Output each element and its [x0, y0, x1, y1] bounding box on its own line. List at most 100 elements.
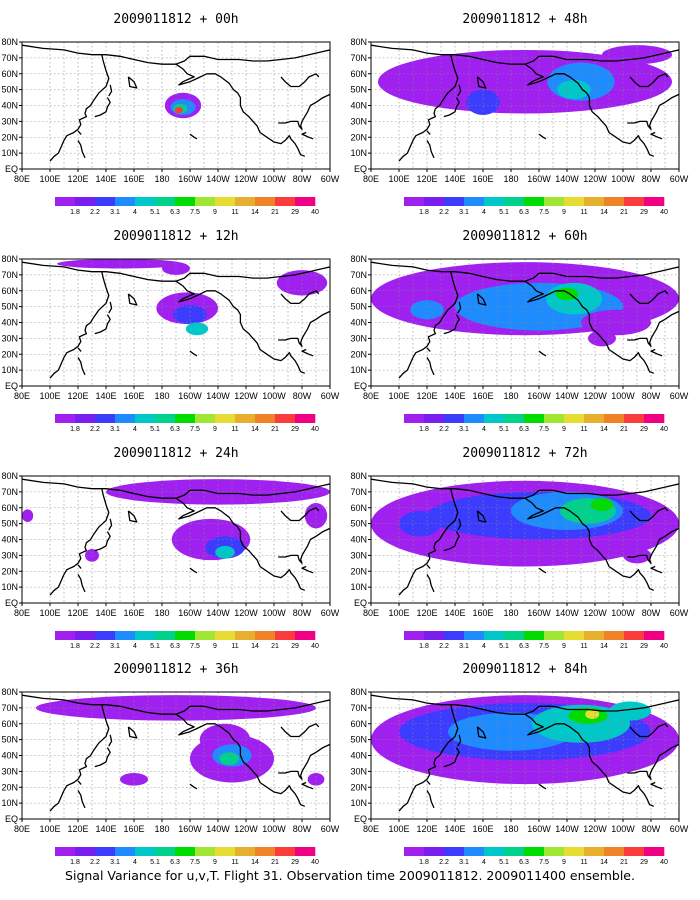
- panel-title: 2009011812 + 84h: [462, 662, 587, 677]
- y-tick-label: 20N: [350, 782, 367, 792]
- coastline: [189, 133, 198, 140]
- coastline: [371, 44, 525, 65]
- x-tick-label: 80W: [642, 824, 661, 834]
- x-tick-label: 140W: [206, 608, 230, 618]
- x-tick-label: 140E: [95, 391, 116, 401]
- y-tick-label: 20N: [1, 132, 18, 142]
- coastline: [127, 76, 138, 89]
- x-tick-label: 80E: [14, 391, 30, 401]
- coastline: [94, 314, 111, 335]
- coastline: [650, 131, 663, 140]
- x-tick-label: 100E: [39, 391, 60, 401]
- colorbar-label: 6.3: [170, 426, 180, 433]
- x-tick-label: 80W: [293, 824, 312, 834]
- x-tick-label: 140E: [95, 174, 116, 184]
- coastline: [627, 93, 679, 130]
- colorbar-label: 7.5: [190, 426, 200, 433]
- y-tick-label: 30N: [1, 766, 18, 776]
- colorbar-label: 1.8: [419, 426, 429, 433]
- x-tick-label: 120E: [416, 391, 437, 401]
- variance-contour-fill: [307, 772, 325, 786]
- colorbar-label: 14: [600, 643, 608, 650]
- colorbar-swatch: [235, 847, 256, 856]
- colorbar-swatch: [135, 847, 156, 856]
- coastline: [77, 357, 86, 376]
- panel-title: 2009011812 + 72h: [462, 446, 587, 461]
- y-tick-label: 50N: [350, 735, 367, 745]
- colorbar-swatch: [624, 197, 645, 206]
- colorbar-swatch: [564, 631, 585, 640]
- x-tick-label: 160E: [123, 608, 144, 618]
- coastline: [189, 783, 198, 790]
- colorbar-label: 21: [271, 643, 279, 650]
- colorbar-label: 5.1: [499, 859, 509, 866]
- y-tick-label: EQ: [354, 381, 367, 391]
- colorbar-swatch: [195, 847, 216, 856]
- coastline: [127, 510, 138, 523]
- coastline: [524, 497, 655, 591]
- variance-contour-fill: [557, 80, 591, 100]
- colorbar-label: 14: [600, 859, 608, 866]
- coastline: [524, 713, 655, 807]
- y-tick-label: 80N: [1, 37, 18, 47]
- y-tick-label: 20N: [1, 349, 18, 359]
- coastline: [22, 44, 176, 65]
- coastline: [280, 73, 320, 88]
- x-tick-label: 80W: [642, 174, 661, 184]
- coastline: [426, 790, 435, 809]
- colorbar-label: 29: [640, 859, 648, 866]
- coastline: [371, 261, 525, 282]
- colorbar-swatch: [444, 197, 465, 206]
- coastline: [77, 574, 86, 593]
- x-tick-label: 60W: [670, 824, 689, 834]
- colorbar-label: 2.2: [439, 859, 449, 866]
- x-tick-label: 140E: [95, 608, 116, 618]
- coastline: [175, 266, 330, 282]
- coastline: [49, 271, 110, 379]
- colorbar-swatch: [524, 847, 545, 856]
- coastline: [443, 531, 460, 552]
- coastline: [524, 63, 655, 157]
- variance-contour-fill: [120, 772, 148, 786]
- x-tick-label: 120W: [234, 608, 258, 618]
- x-tick-label: 140W: [555, 391, 579, 401]
- coastline: [443, 747, 460, 768]
- y-tick-label: 80N: [1, 471, 18, 481]
- y-tick-label: 10N: [350, 798, 367, 808]
- colorbar-swatch: [95, 197, 116, 206]
- y-tick-label: 60N: [1, 286, 18, 296]
- coastline: [301, 781, 314, 790]
- y-tick-label: 40N: [1, 751, 18, 761]
- x-tick-label: 120W: [583, 391, 607, 401]
- coastline: [49, 488, 110, 596]
- coastline: [301, 565, 314, 574]
- coastline: [538, 133, 547, 140]
- x-tick-label: 140W: [555, 174, 579, 184]
- x-tick-label: 140E: [444, 391, 465, 401]
- colorbar-label: 5.1: [150, 643, 160, 650]
- colorbar-label: 11: [580, 859, 587, 866]
- x-tick-label: 160W: [527, 608, 551, 618]
- colorbar-swatch: [464, 414, 485, 423]
- colorbar-label: 6.3: [170, 859, 180, 866]
- y-tick-label: 40N: [350, 751, 367, 761]
- colorbar-swatch: [275, 414, 296, 423]
- colorbar-label: 11: [231, 643, 238, 650]
- coastline: [524, 280, 655, 374]
- colorbar-label: 1.8: [419, 859, 429, 866]
- colorbar-label: 2.2: [90, 643, 100, 650]
- coastline: [457, 734, 462, 747]
- colorbar-swatch: [524, 414, 545, 423]
- x-tick-label: 100W: [611, 608, 635, 618]
- colorbar-label: 11: [580, 643, 587, 650]
- x-tick-label: 120E: [67, 608, 88, 618]
- colorbar-label: 11: [580, 426, 587, 433]
- map-panel-48h: 2009011812 + 48h EQ 10N 20N 30N 40N 50N 60N 70N 8…: [350, 12, 688, 216]
- y-tick-label: 60N: [1, 719, 18, 729]
- coastline: [301, 348, 314, 357]
- coastline: [629, 507, 669, 522]
- y-tick-label: EQ: [354, 814, 367, 824]
- coastline: [524, 266, 679, 282]
- y-tick-label: 40N: [350, 318, 367, 328]
- coastline: [398, 704, 459, 812]
